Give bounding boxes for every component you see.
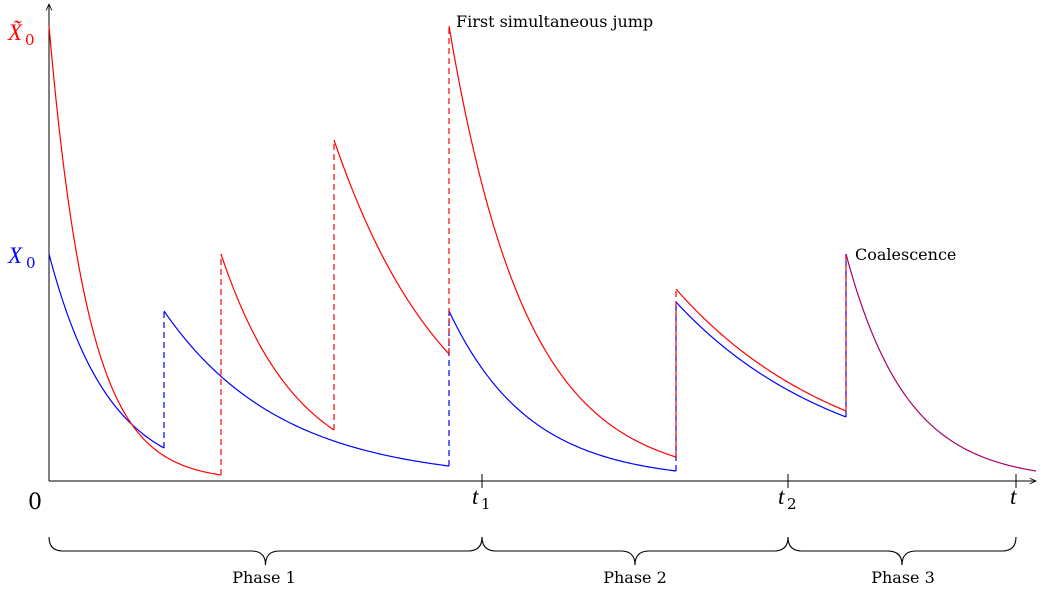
x0-symbol: X bbox=[7, 243, 23, 268]
phase-2-brace bbox=[481, 536, 789, 566]
x-process-segment-3 bbox=[448, 310, 677, 472]
tilde-process-segment-1 bbox=[48, 25, 222, 476]
x0-label: X 0 bbox=[7, 243, 36, 272]
phase-1-label: Phase 1 bbox=[232, 568, 296, 587]
tilde-process-segment-2 bbox=[220, 253, 335, 431]
x-tilde-symbol: X̃ bbox=[7, 19, 23, 45]
tilde-process-segment-4 bbox=[448, 25, 677, 458]
coalesced-process-segment bbox=[845, 253, 1037, 472]
x0-subscript: 0 bbox=[26, 254, 36, 272]
phase-1-brace bbox=[48, 536, 483, 566]
x-process-segment-4 bbox=[675, 301, 847, 418]
t2-label: t 2 bbox=[778, 484, 797, 513]
jump-lines bbox=[163, 26, 847, 475]
t2-symbol: t bbox=[778, 484, 785, 509]
coalescence-annotation: Coalescence bbox=[855, 245, 956, 264]
x-tilde-subscript: 0 bbox=[25, 31, 35, 49]
tilde-process-segment-5 bbox=[675, 288, 847, 412]
t1-symbol: t bbox=[472, 484, 479, 509]
origin-label: 0 bbox=[28, 490, 42, 515]
phase-2-label: Phase 2 bbox=[603, 568, 667, 587]
first-jump-annotation: First simultaneous jump bbox=[456, 12, 653, 31]
x-process-segment-2 bbox=[163, 310, 450, 467]
phase-3-label: Phase 3 bbox=[871, 568, 935, 587]
phase-3-brace bbox=[787, 536, 1017, 566]
x-process-segment-1 bbox=[48, 253, 165, 449]
process-curves bbox=[48, 25, 1037, 476]
t-end-label: t bbox=[1010, 484, 1017, 509]
tilde-process-segment-3 bbox=[333, 139, 450, 355]
t1-label: t 1 bbox=[472, 484, 491, 513]
x-tilde-label: X̃ 0 bbox=[7, 19, 35, 49]
t2-subscript: 2 bbox=[787, 495, 797, 513]
t1-subscript: 1 bbox=[481, 495, 491, 513]
